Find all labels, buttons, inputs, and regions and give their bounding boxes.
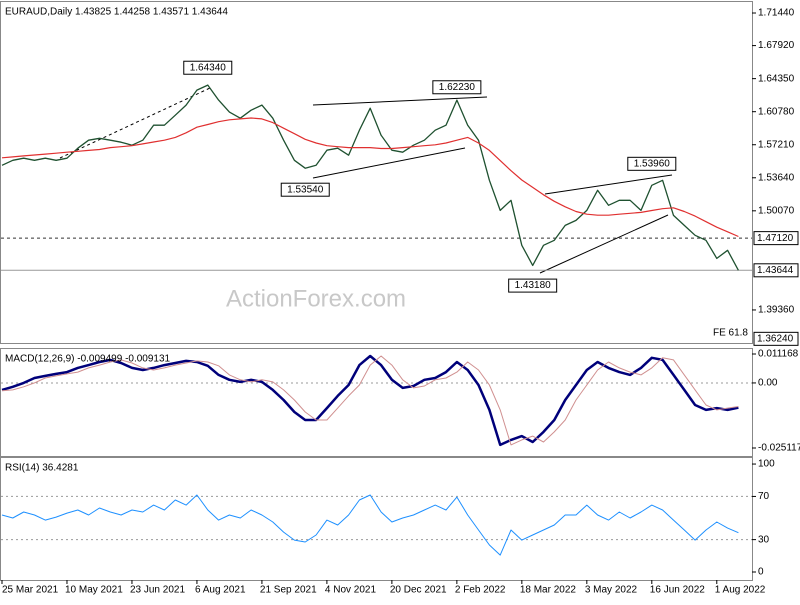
rsi-panel	[0, 457, 753, 581]
y-tick-label: 1.39360	[758, 305, 795, 316]
annotation-label: 1.43180	[515, 280, 552, 291]
annotation-box	[508, 278, 558, 293]
price-level-label: 1.47120	[757, 233, 794, 244]
y-tick-label: 100	[758, 459, 775, 470]
annotation-box	[627, 156, 677, 171]
x-tick-label: 16 Jun 2022	[650, 585, 705, 596]
annotation-label: 1.64340	[190, 62, 227, 73]
y-tick-label: 0.011168	[758, 349, 799, 360]
x-tick-label: 21 Sep 2021	[260, 585, 317, 596]
y-tick-label: 1.57210	[758, 139, 795, 150]
series-line	[1, 494, 739, 556]
y-tick-label: 1.60780	[758, 106, 795, 117]
y-tick-label: 0	[758, 567, 764, 578]
y-tick-label: 1.53640	[758, 172, 795, 183]
macd-panel	[0, 348, 753, 457]
price-level-label: 1.43644	[757, 265, 794, 276]
y-tick-label: -0.025117	[758, 443, 800, 454]
level-note: FE 61.8	[713, 327, 748, 338]
trendline	[312, 96, 488, 106]
y-tick-label: 70	[758, 491, 770, 502]
annotation-box	[432, 80, 482, 95]
annotation-box	[280, 182, 330, 197]
trendline	[544, 174, 673, 195]
x-tick-label: 23 Jun 2021	[130, 585, 185, 596]
series-line	[1, 84, 739, 271]
x-tick-label: 6 Aug 2021	[195, 585, 246, 596]
y-tick-label: 1.64350	[758, 73, 795, 84]
trendline	[312, 147, 466, 179]
annotation-label: 1.53960	[634, 158, 671, 169]
y-tick-label: 0.00	[758, 378, 778, 389]
panel-title: MACD(12,26,9) -0.009499 -0.009131	[5, 354, 171, 365]
panel-title: EURAUD,Daily 1.43825 1.44258 1.43571 1.4…	[5, 7, 228, 18]
y-tick-label: 1.50070	[758, 205, 795, 216]
x-tick-label: 25 Mar 2021	[2, 585, 59, 596]
annotation-label: 1.53540	[287, 184, 324, 195]
price-level-box	[753, 331, 799, 346]
annotation-label: 1.62230	[439, 82, 476, 93]
x-tick-label: 18 Mar 2022	[520, 585, 577, 596]
series-line	[1, 355, 739, 446]
annotation-box	[183, 60, 233, 75]
x-tick-label: 1 Aug 2022	[715, 585, 766, 596]
price-level-box	[753, 231, 799, 246]
watermark: ActionForex.com	[226, 285, 406, 312]
series-line	[1, 117, 739, 238]
x-tick-label: 2 Feb 2022	[455, 585, 506, 596]
price-level-box	[753, 263, 799, 278]
x-tick-label: 20 Dec 2021	[390, 585, 447, 596]
panel-title: RSI(14) 36.4281	[5, 463, 79, 474]
y-tick-label: 30	[758, 534, 770, 545]
price-level-label: 1.36240	[757, 333, 794, 344]
trendline	[539, 214, 669, 274]
x-tick-label: 3 May 2022	[585, 585, 638, 596]
price-panel	[0, 1, 753, 344]
x-tick-label: 4 Nov 2021	[325, 585, 377, 596]
y-tick-label: 1.71440	[758, 8, 795, 19]
x-tick-label: 10 May 2021	[65, 585, 123, 596]
y-tick-label: 1.67920	[758, 40, 795, 51]
trendlines	[59, 87, 673, 274]
series-line	[1, 354, 739, 447]
